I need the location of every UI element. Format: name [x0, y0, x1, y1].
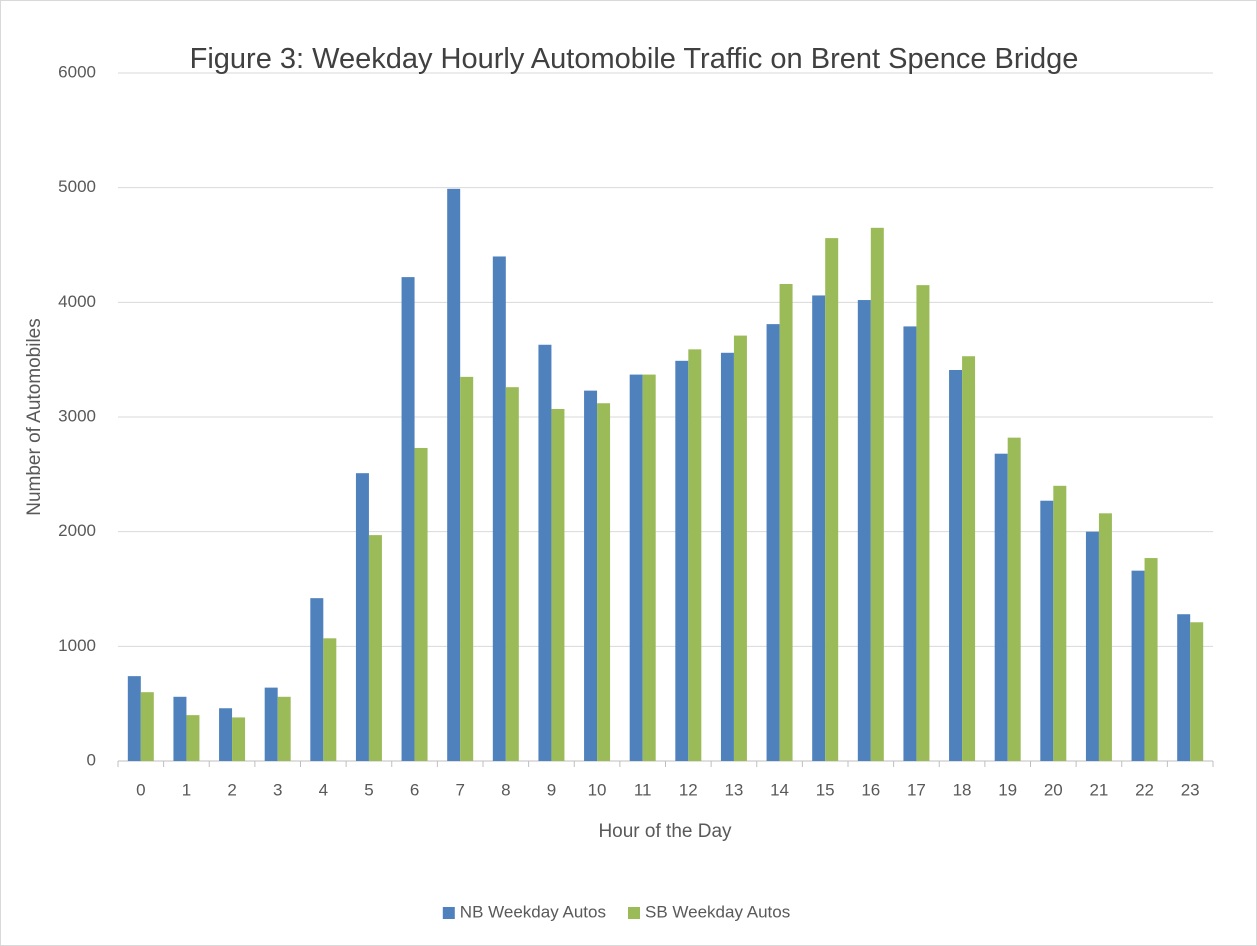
y-tick-label: 6000	[58, 62, 96, 81]
bar	[857, 300, 871, 761]
bar	[310, 598, 324, 761]
bar	[870, 227, 884, 762]
chart-title: Figure 3: Weekday Hourly Automobile Traf…	[189, 43, 1079, 75]
x-tick-label: 19	[998, 780, 1017, 799]
bar	[903, 326, 917, 761]
bar	[1085, 531, 1099, 761]
x-tick-label: 9	[547, 780, 556, 799]
bar	[1040, 500, 1054, 761]
bar	[1098, 513, 1112, 761]
bar	[401, 277, 415, 761]
bar	[949, 369, 963, 761]
bar	[629, 374, 643, 761]
bar	[355, 473, 369, 761]
x-tick-label: 6	[410, 780, 419, 799]
x-tick-label: 21	[1089, 780, 1108, 799]
bar	[323, 638, 337, 761]
bar	[140, 692, 154, 761]
bar	[505, 387, 519, 761]
y-tick-label: 0	[87, 750, 96, 769]
y-tick-label: 3000	[58, 406, 96, 425]
bar	[962, 356, 976, 761]
bar	[779, 283, 793, 761]
bar	[994, 453, 1008, 761]
bar	[1177, 614, 1191, 761]
bar	[720, 352, 734, 761]
x-tick-label: 11	[634, 780, 652, 799]
x-tick-label: 8	[501, 780, 510, 799]
x-tick-label: 1	[182, 780, 191, 799]
legend-label: NB Weekday Autos	[460, 902, 606, 921]
bar	[597, 403, 611, 761]
bar	[733, 335, 747, 761]
bar	[277, 696, 291, 761]
bar	[186, 715, 200, 761]
bar	[173, 696, 187, 761]
bar	[766, 324, 780, 761]
bar	[642, 374, 656, 761]
x-tick-label: 7	[455, 780, 464, 799]
bar	[584, 390, 598, 761]
x-tick-label: 20	[1044, 780, 1063, 799]
bar	[812, 295, 826, 761]
y-tick-label: 1000	[58, 636, 96, 655]
y-tick-label: 4000	[58, 292, 96, 311]
bar	[232, 717, 246, 761]
x-tick-label: 0	[136, 780, 145, 799]
bar	[825, 238, 839, 761]
bar	[551, 408, 565, 761]
bar	[675, 360, 689, 761]
bar	[219, 708, 233, 761]
bar	[538, 344, 552, 761]
x-tick-label: 17	[907, 780, 926, 799]
bar	[264, 687, 278, 761]
x-tick-label: 15	[816, 780, 835, 799]
bar	[447, 188, 461, 761]
x-tick-label: 23	[1181, 780, 1200, 799]
y-tick-label: 5000	[58, 177, 96, 196]
y-axis-label: Number of Automobiles	[24, 318, 45, 516]
bar	[460, 376, 474, 761]
bar	[414, 447, 428, 761]
bar	[688, 349, 702, 761]
bar	[916, 285, 930, 761]
x-tick-label: 4	[319, 780, 328, 799]
bar	[127, 676, 141, 761]
bar	[1144, 558, 1158, 761]
x-tick-label: 22	[1135, 780, 1154, 799]
legend-swatch	[442, 907, 455, 919]
x-tick-label: 3	[273, 780, 282, 799]
x-tick-label: 2	[227, 780, 236, 799]
bar	[1131, 570, 1145, 761]
bar	[368, 535, 382, 761]
x-tick-label: 12	[679, 780, 698, 799]
x-tick-label: 18	[953, 780, 972, 799]
x-tick-label: 5	[364, 780, 373, 799]
x-tick-label: 13	[724, 780, 743, 799]
x-tick-label: 14	[770, 780, 789, 799]
x-tick-label: 16	[861, 780, 880, 799]
bar	[1190, 622, 1204, 761]
legend-swatch	[628, 907, 640, 919]
bar	[1007, 437, 1021, 761]
y-tick-label: 2000	[58, 521, 96, 540]
x-tick-label: 10	[588, 780, 607, 799]
legend-label: SB Weekday Autos	[645, 902, 790, 921]
bar	[492, 256, 506, 761]
bar	[1053, 485, 1067, 761]
x-axis-label: Hour of the Day	[598, 821, 732, 842]
